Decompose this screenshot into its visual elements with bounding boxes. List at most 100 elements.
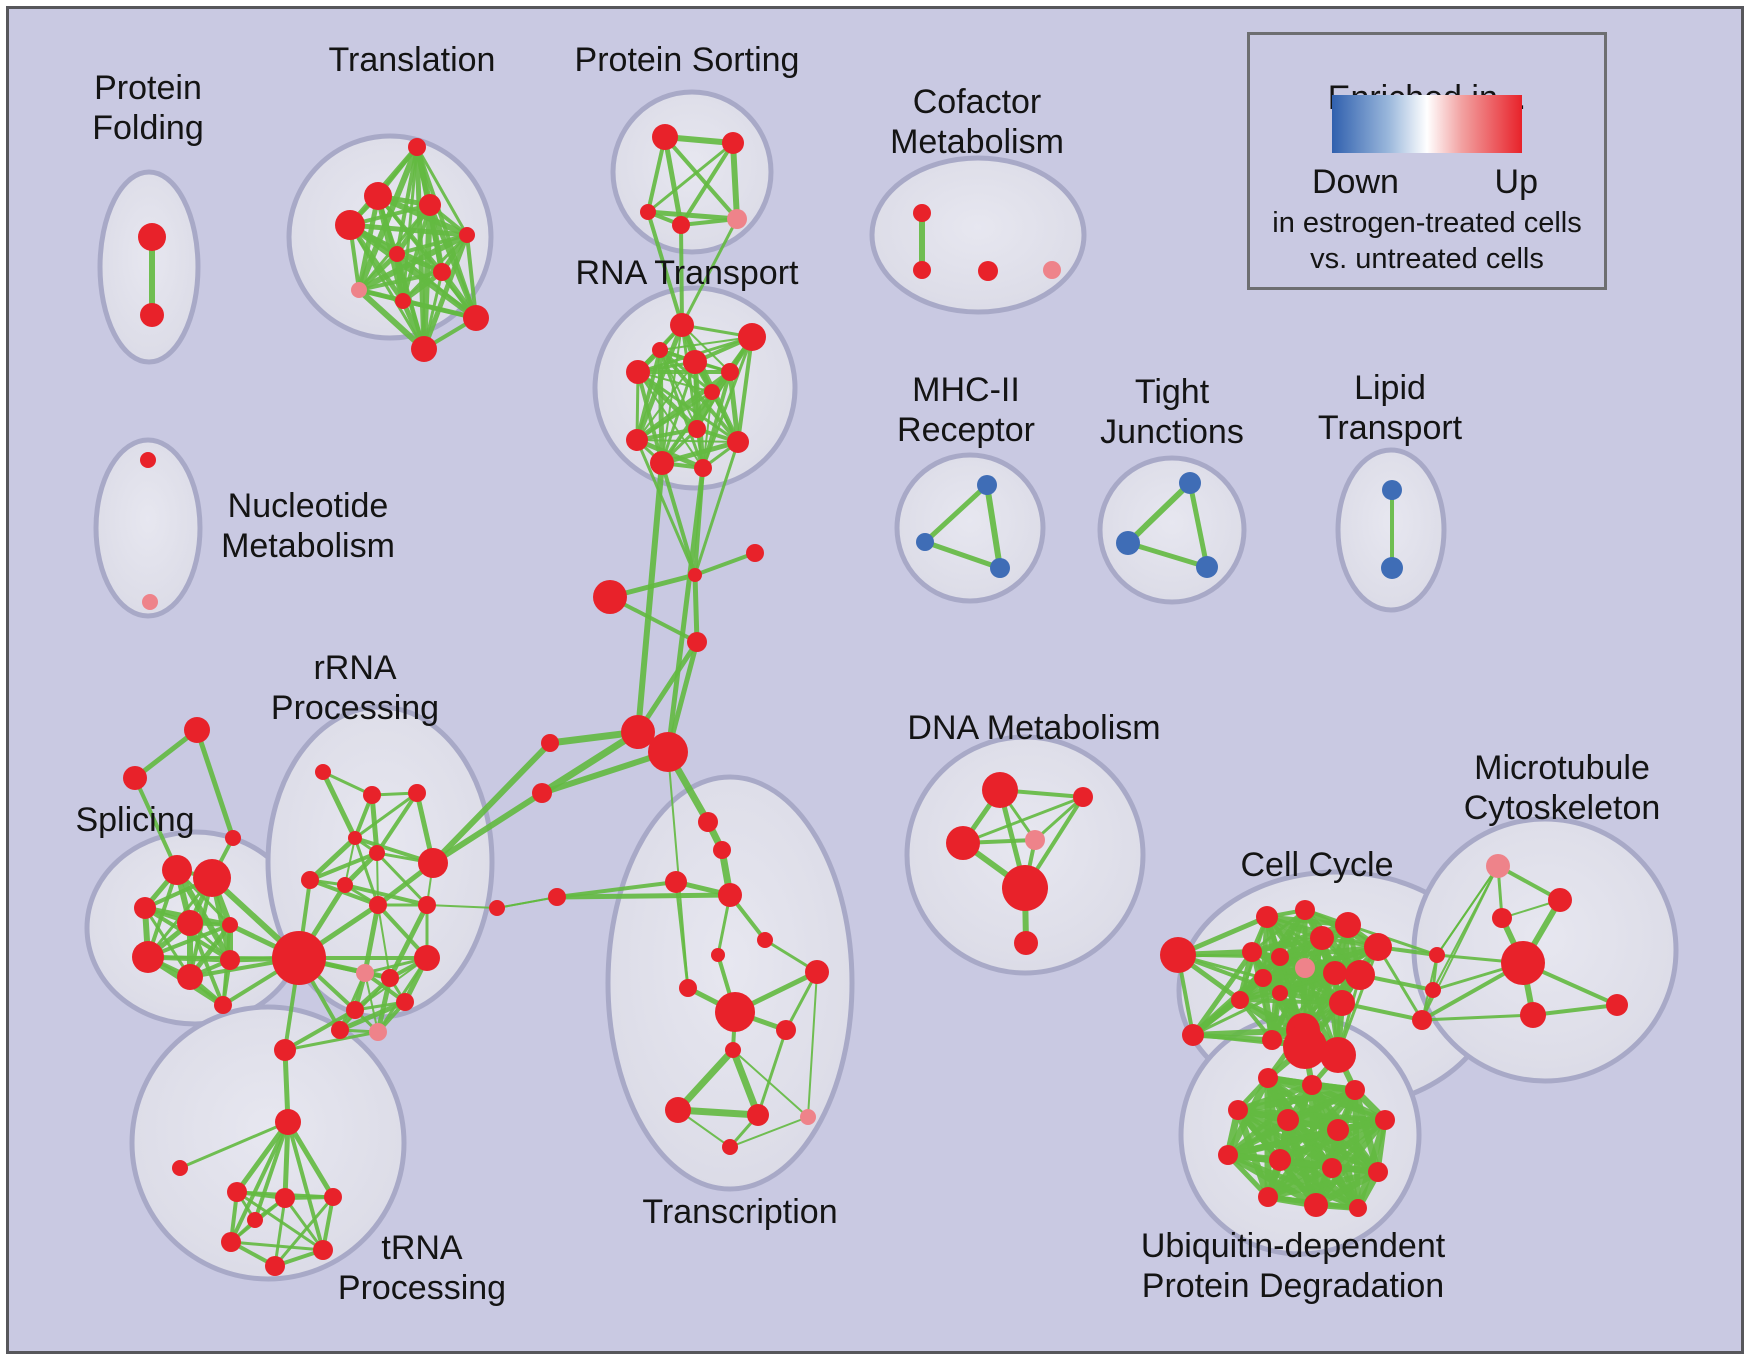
trna-processing-node bbox=[227, 1182, 247, 1202]
trna-processing-node bbox=[275, 1188, 295, 1208]
connectors-node bbox=[621, 715, 655, 749]
network-edge bbox=[426, 904, 498, 909]
protein-sorting-node bbox=[652, 124, 678, 150]
cell-cycle-node bbox=[1182, 1024, 1204, 1046]
tight-junctions-label: Tight Junctions bbox=[1100, 372, 1244, 452]
ubiquitin-degradation-node bbox=[1228, 1100, 1248, 1120]
rna-transport-node bbox=[727, 431, 749, 453]
microtubule-cytoskeleton-node bbox=[1501, 941, 1545, 985]
network-edge bbox=[729, 1046, 762, 1119]
network-edge bbox=[427, 202, 479, 321]
transcription-node bbox=[698, 812, 718, 832]
network-edge bbox=[665, 465, 706, 755]
network-edge bbox=[229, 1120, 290, 1244]
network-edge bbox=[663, 135, 739, 221]
network-edge bbox=[321, 770, 374, 797]
rrna-processing-node bbox=[363, 786, 381, 804]
cell-cycle-node bbox=[1364, 933, 1392, 961]
network-edge bbox=[465, 233, 478, 320]
network-edge bbox=[635, 390, 714, 442]
rrna-processing-node bbox=[315, 764, 331, 780]
rrna-processing-node bbox=[356, 964, 374, 982]
network-edge bbox=[1436, 865, 1499, 956]
network-edge bbox=[377, 904, 391, 979]
rrna-processing-label: rRNA Processing bbox=[271, 648, 439, 728]
lipid-transport-node bbox=[1381, 557, 1403, 579]
transcription-node bbox=[713, 841, 731, 859]
network-edge bbox=[286, 1120, 325, 1252]
rna-transport-node bbox=[721, 363, 739, 381]
network-edge bbox=[229, 1240, 325, 1252]
dna-metabolism-node bbox=[1002, 865, 1048, 911]
network-edge bbox=[674, 1106, 762, 1119]
network-edge bbox=[1125, 540, 1210, 570]
lipid-transport-label-line: Lipid bbox=[1354, 369, 1426, 407]
network-edge bbox=[636, 439, 739, 443]
network-edge bbox=[1265, 1169, 1381, 1200]
connectors-node bbox=[688, 568, 702, 582]
trna-processing-ellipse bbox=[129, 1004, 407, 1282]
microtubule-cytoskeleton-label: Microtubule Cytoskeleton bbox=[1464, 748, 1661, 828]
dna-metabolism-node bbox=[1014, 931, 1038, 955]
rrna-processing-node bbox=[381, 969, 399, 987]
network-edge bbox=[283, 1008, 357, 1052]
mhc-ii-receptor-label-line: MHC-II bbox=[912, 371, 1020, 409]
network-edge bbox=[362, 902, 381, 976]
network-edge bbox=[680, 217, 739, 327]
microtubule-cytoskeleton-label-line: Cytoskeleton bbox=[1463, 789, 1661, 827]
cell-cycle-node bbox=[1254, 969, 1272, 987]
network-edge bbox=[984, 482, 1003, 571]
microtubule-cytoskeleton-node bbox=[1486, 854, 1510, 878]
network-edge bbox=[364, 972, 379, 1033]
tight-junctions-label-line: Junctions bbox=[1100, 413, 1244, 451]
network-edge bbox=[659, 336, 753, 351]
network-edge bbox=[922, 482, 990, 545]
protein-folding-label: Protein Folding bbox=[92, 68, 204, 148]
cell-cycle-node bbox=[1335, 912, 1361, 938]
protein-folding-node bbox=[138, 223, 166, 251]
translation-node bbox=[335, 210, 365, 240]
legend-down-label: Down bbox=[1312, 163, 1399, 201]
lipid-transport-label: Lipid Transport bbox=[1318, 368, 1462, 448]
rna-transport-node bbox=[670, 313, 694, 337]
network-edge bbox=[356, 144, 420, 293]
ubiquitin-degradation-node bbox=[1269, 1149, 1291, 1171]
microtubule-cytoskeleton-node bbox=[1606, 994, 1628, 1016]
nucleotide-metabolism-label-line: Metabolism bbox=[221, 527, 395, 565]
network-edge bbox=[356, 287, 427, 352]
network-edge bbox=[1187, 480, 1210, 570]
protein-folding-label-line: Folding bbox=[92, 109, 204, 147]
rna-transport-label: RNA Transport bbox=[576, 253, 799, 293]
network-edge bbox=[1190, 1032, 1275, 1043]
network-edge bbox=[1234, 1086, 1359, 1114]
network-edge bbox=[1033, 795, 1085, 842]
rrna-processing-node bbox=[301, 871, 319, 889]
dna-metabolism-node bbox=[1025, 830, 1045, 850]
network-edge bbox=[1238, 998, 1344, 1005]
network-edge bbox=[807, 971, 818, 1118]
rna-transport-node bbox=[738, 323, 766, 351]
rrna-processing-node bbox=[418, 896, 436, 914]
protein-sorting-ellipse bbox=[610, 89, 774, 255]
rrna-processing-node bbox=[348, 831, 362, 845]
splicing-node bbox=[220, 950, 240, 970]
ubiquitin-degradation-node bbox=[1277, 1109, 1299, 1131]
network-edge bbox=[1225, 1152, 1361, 1211]
network-edge bbox=[646, 141, 735, 214]
cell-cycle-node bbox=[1323, 961, 1347, 985]
rrna-processing-node bbox=[408, 784, 426, 802]
network-edge bbox=[1190, 949, 1255, 1038]
splicing-node bbox=[214, 996, 232, 1014]
network-edge bbox=[1420, 1013, 1535, 1022]
network-edge bbox=[1336, 945, 1380, 1057]
transcription-node bbox=[757, 932, 773, 948]
network-edge bbox=[922, 539, 1003, 571]
trna-processing-label-line: tRNA bbox=[381, 1229, 463, 1267]
mhc-ii-receptor-label-line: Receptor bbox=[897, 411, 1035, 449]
microtubule-cytoskeleton-label-line: Microtubule bbox=[1474, 749, 1650, 787]
ubiquitin-degradation-node bbox=[1258, 1187, 1278, 1207]
network-edge bbox=[253, 1120, 290, 1222]
network-edge bbox=[344, 837, 356, 886]
legend-caption-line1: in estrogen-treated cells bbox=[1272, 207, 1582, 239]
splicing-label-line: Splicing bbox=[75, 801, 195, 839]
